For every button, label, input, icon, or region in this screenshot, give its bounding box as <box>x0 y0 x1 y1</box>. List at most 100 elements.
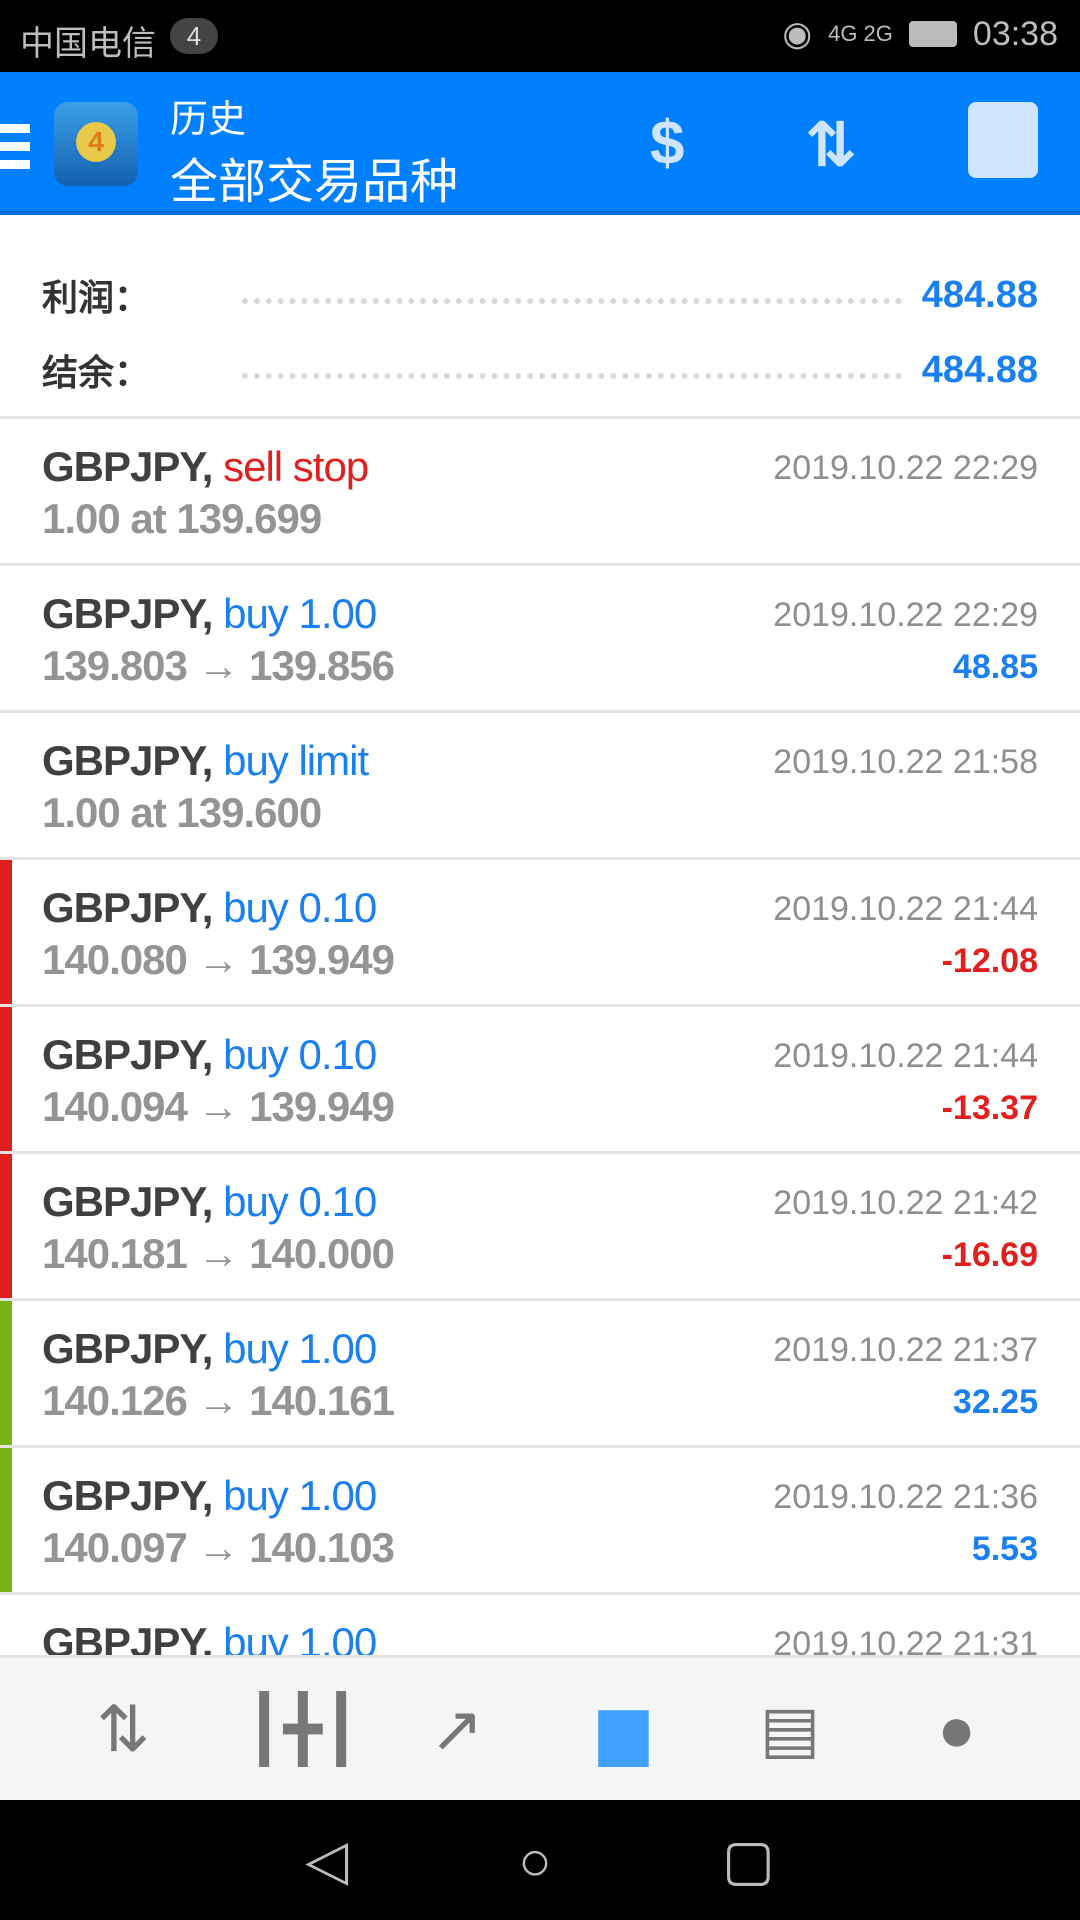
symbol: GBPJPY, <box>42 1325 213 1372</box>
bottom-nav: ⇅ ┃╋┃ ↗ ▆ ▤ ● <box>0 1655 1080 1800</box>
dotted-leader <box>242 298 902 304</box>
menu-icon[interactable] <box>0 124 30 178</box>
trade-title: GBPJPY, buy 0.10 <box>42 1178 377 1226</box>
trade-type: buy 0.10 <box>223 1178 377 1225</box>
trade-row[interactable]: GBPJPY, buy 0.10 140.080 → 139.949 2019.… <box>0 860 1080 1007</box>
trade-title: GBPJPY, buy limit <box>42 737 369 785</box>
chart-icon[interactable]: ┃╋┃ <box>244 1692 361 1765</box>
clock: 03:38 <box>972 14 1058 53</box>
trade-row[interactable]: GBPJPY, buy 0.10 140.181 → 140.000 2019.… <box>0 1154 1080 1301</box>
history-icon[interactable]: ▆ <box>598 1692 648 1765</box>
calendar-icon[interactable] <box>968 102 1038 178</box>
profit-value: 484.88 <box>921 273 1038 316</box>
trade-type: buy 1.00 <box>223 590 377 637</box>
trade-title: GBPJPY, buy 0.10 <box>42 1031 377 1079</box>
trade-detail: 140.181 → 140.000 <box>42 1230 395 1277</box>
trade-time: 2019.10.22 21:36 <box>773 1478 1038 1516</box>
trade-row[interactable]: GBPJPY, buy 1.00 139.803 → 139.856 2019.… <box>0 566 1080 713</box>
trade-title: GBPJPY, buy 1.00 <box>42 1325 377 1373</box>
trade-type: buy 0.10 <box>223 1031 377 1078</box>
system-nav-bar: ◁ ○ ▢ <box>0 1800 1080 1920</box>
trade-time: 2019.10.22 21:37 <box>773 1331 1038 1369</box>
balance-value: 484.88 <box>921 348 1038 391</box>
eye-icon: ◉ <box>782 15 813 53</box>
home-icon[interactable]: ○ <box>518 1828 552 1892</box>
trade-profit: -16.69 <box>941 1236 1038 1274</box>
quotes-icon[interactable]: ⇅ <box>96 1692 151 1765</box>
trade-profit: -12.08 <box>941 942 1038 980</box>
trade-type: sell stop <box>223 443 369 490</box>
symbol: GBPJPY, <box>42 1031 213 1078</box>
balance-label: 结余： <box>42 352 151 393</box>
mt4-logo: 4 <box>54 102 138 186</box>
trade-detail: 140.094 → 139.949 <box>42 1083 395 1130</box>
result-indicator-bar <box>0 1007 12 1151</box>
recents-icon[interactable]: ▢ <box>721 1828 775 1891</box>
symbol: GBPJPY, <box>42 1472 213 1519</box>
trade-row[interactable]: GBPJPY, buy 1.00 140.126 → 140.161 2019.… <box>0 1301 1080 1448</box>
symbol: GBPJPY, <box>42 1178 213 1225</box>
profit-label: 利润： <box>42 277 151 318</box>
trade-row[interactable]: GBPJPY, buy limit 1.00 at 139.600 2019.1… <box>0 713 1080 860</box>
chat-icon[interactable]: ● <box>937 1693 976 1765</box>
trade-detail: 139.803 → 139.856 <box>42 642 395 689</box>
trade-title: GBPJPY, buy 1.00 <box>42 590 377 638</box>
trade-icon[interactable]: ↗ <box>429 1692 484 1765</box>
trade-title: GBPJPY, sell stop <box>42 443 369 491</box>
trade-time: 2019.10.22 21:44 <box>773 890 1038 928</box>
header-subtitle: 历史 <box>170 99 247 141</box>
trade-profit: 48.85 <box>952 648 1038 686</box>
dotted-leader <box>242 373 902 379</box>
summary-panel: 利润： 484.88 结余： 484.88 <box>0 215 1080 419</box>
trade-profit: 32.25 <box>952 1383 1038 1421</box>
trade-title: GBPJPY, buy 1.00 <box>42 1472 377 1520</box>
symbol: GBPJPY, <box>42 590 213 637</box>
trade-detail: 140.080 → 139.949 <box>42 936 395 983</box>
symbol: GBPJPY, <box>42 884 213 931</box>
trade-detail: 140.126 → 140.161 <box>42 1377 395 1424</box>
trade-detail: 1.00 at 139.699 <box>42 495 322 542</box>
trade-type: buy 1.00 <box>223 1325 377 1372</box>
currency-exchange-icon[interactable]: $ <box>650 109 685 178</box>
trade-type: buy limit <box>223 737 369 784</box>
trade-time: 2019.10.22 21:42 <box>773 1184 1038 1222</box>
trade-profit: 5.53 <box>971 1530 1038 1568</box>
trade-row[interactable]: GBPJPY, buy 1.00 140.097 → 140.103 2019.… <box>0 1448 1080 1595</box>
trade-type: buy 1.00 <box>223 1472 377 1519</box>
trade-history-list[interactable]: GBPJPY, sell stop 1.00 at 139.699 2019.1… <box>0 419 1080 1655</box>
trade-time: 2019.10.22 22:29 <box>773 596 1038 634</box>
result-indicator-bar <box>0 1448 12 1592</box>
trade-time: 2019.10.22 21:44 <box>773 1037 1038 1075</box>
battery-icon <box>908 21 957 47</box>
trade-time: 2019.10.22 21:58 <box>773 743 1038 781</box>
result-indicator-bar <box>0 1154 12 1298</box>
trade-type: buy 1.00 <box>223 1619 377 1655</box>
app-header: 4 历史 全部交易品种 $ ⇅ <box>0 72 1080 215</box>
sort-icon[interactable]: ⇅ <box>805 111 857 180</box>
notification-badge: 4 <box>170 18 218 54</box>
symbol: GBPJPY, <box>42 443 213 490</box>
trade-row[interactable]: GBPJPY, buy 0.10 140.094 → 139.949 2019.… <box>0 1007 1080 1154</box>
result-indicator-bar <box>0 860 12 1004</box>
result-indicator-bar <box>0 1301 12 1445</box>
trade-row[interactable]: GBPJPY, sell stop 1.00 at 139.699 2019.1… <box>0 419 1080 566</box>
trade-type: buy 0.10 <box>223 884 377 931</box>
header-title[interactable]: 全部交易品种 <box>170 156 459 209</box>
trade-title: GBPJPY, buy 0.10 <box>42 884 377 932</box>
profit-row: 利润： 484.88 <box>42 265 1038 325</box>
balance-row: 结余： 484.88 <box>42 340 1038 400</box>
trade-detail: 140.097 → 140.103 <box>42 1524 395 1571</box>
status-bar: 中国电信 4 ◉ 4G 2G 03:38 <box>0 0 1080 72</box>
symbol: GBPJPY, <box>42 1619 213 1655</box>
carrier-name: 中国电信 <box>20 25 156 63</box>
trade-row[interactable]: GBPJPY, buy 1.00 2019.10.22 21:31 <box>0 1595 1080 1655</box>
trade-profit: -13.37 <box>941 1089 1038 1127</box>
trade-time: 2019.10.22 21:31 <box>773 1625 1038 1655</box>
trade-detail: 1.00 at 139.600 <box>42 789 322 836</box>
trade-title: GBPJPY, buy 1.00 <box>42 1619 377 1655</box>
news-icon[interactable]: ▤ <box>759 1692 821 1765</box>
signal-icon: 4G 2G <box>828 21 893 46</box>
back-icon[interactable]: ◁ <box>305 1828 349 1891</box>
trade-time: 2019.10.22 22:29 <box>773 449 1038 487</box>
symbol: GBPJPY, <box>42 737 213 784</box>
